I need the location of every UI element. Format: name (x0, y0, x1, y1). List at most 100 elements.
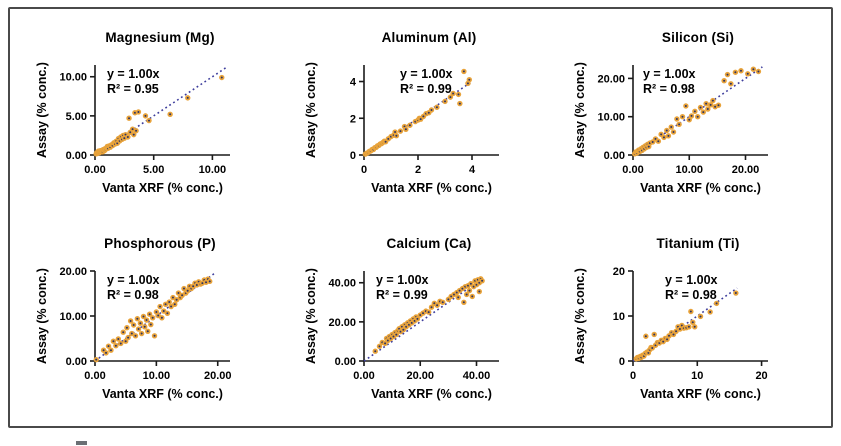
y-tick-label: 0 (619, 356, 625, 368)
subplot-aluminum: Aluminum (Al) 0 2 4 0 2 4 y = 1.00x R² = 0.99 Va… (299, 27, 559, 201)
data-point-center (675, 118, 678, 120)
data-point-center (729, 82, 732, 85)
data-point-center (665, 129, 668, 132)
trend-line (94, 66, 227, 156)
data-point-center (132, 324, 135, 326)
data-point-center (457, 93, 460, 96)
data-point-center (107, 345, 110, 348)
data-point-center (137, 328, 140, 331)
chart-canvas-calcium: 0.00 20.00 40.00 0.00 20.00 40.00 y = 1.00xR² … (304, 268, 499, 401)
figure-frame: Magnesium (Mg) 0.00 5.00 10.00 0.00 5.00 10.0… (8, 7, 833, 428)
y-tick-label: 2 (350, 113, 356, 125)
data-point-center (177, 292, 180, 295)
data-point-center (709, 310, 712, 313)
data-point-center (186, 289, 189, 292)
data-point-center (706, 108, 709, 111)
x-tick-label: 20.00 (204, 370, 232, 382)
data-point-center (734, 71, 737, 74)
y-axis-title: Assay (% conc.) (573, 268, 587, 364)
data-point-center (123, 137, 126, 140)
data-point-center (143, 325, 146, 328)
data-point-center (455, 291, 458, 294)
data-point-center (647, 351, 650, 354)
data-point-center (128, 117, 131, 120)
subplot-titanium: Titanium (Ti) 0 10 20 0 10 20 y = 1.00x R² = 0.… (568, 233, 828, 407)
x-tick-label: 4 (469, 164, 476, 176)
data-point-center (714, 105, 717, 108)
data-point-center (450, 295, 453, 298)
data-point-center (467, 284, 470, 287)
chart-title-calcium: Calcium (Ca) (386, 236, 472, 251)
data-point-center (678, 123, 681, 126)
data-point-center (422, 312, 425, 315)
data-point-center (688, 118, 691, 121)
data-point-center (145, 319, 148, 322)
subplot-calcium: Calcium (Ca) 0.00 20.00 40.00 0.00 20.00 40.0… (299, 233, 559, 407)
data-point-center (662, 340, 665, 343)
x-tick-label: 20 (755, 370, 767, 382)
data-point-center (386, 339, 389, 342)
y-tick-label: 0.00 (604, 150, 625, 162)
equation-label: y = 1.00x (643, 67, 696, 81)
data-point-center (129, 319, 132, 322)
x-tick-label: 0 (630, 370, 636, 382)
data-point-center (144, 114, 147, 117)
data-point-center (136, 317, 139, 320)
data-point-center (195, 283, 198, 286)
data-point-center (651, 346, 654, 349)
data-point-center (693, 325, 696, 328)
data-point-center (726, 73, 729, 76)
data-point-center (666, 338, 669, 341)
data-point-center (413, 319, 416, 322)
data-point-center (402, 328, 405, 331)
data-point-center (472, 285, 475, 288)
chart-title-phosphorous: Phosphorous (P) (104, 236, 216, 251)
chart-canvas-phosphorous: 0.00 10.00 20.00 0.00 10.00 20.00 y = 1.00xR² … (35, 266, 232, 401)
data-point-center (468, 289, 471, 292)
cropped-caption-fragment (76, 441, 87, 445)
data-point-center (647, 145, 650, 148)
data-point-center (444, 100, 446, 103)
data-point-center (684, 104, 687, 107)
data-point-center (142, 315, 145, 318)
y-axis-title: Assay (% conc.) (304, 268, 318, 364)
data-point-center (171, 296, 174, 299)
data-point-center (462, 70, 465, 73)
data-point-center (166, 312, 169, 315)
y-tick-label: 40.00 (328, 278, 356, 290)
data-point-center (114, 344, 117, 347)
x-tick-label: 10.00 (199, 164, 227, 176)
data-point-center (170, 305, 173, 308)
data-point-center (705, 102, 708, 105)
x-axis-title: Vanta XRF (% conc.) (371, 181, 492, 195)
r-squared-label: R² = 0.95 (107, 82, 159, 96)
data-point-center (153, 334, 156, 337)
data-point-center (148, 119, 150, 122)
data-point-center (399, 130, 402, 133)
data-point-center (146, 330, 149, 333)
data-point-center (644, 335, 647, 338)
data-point-center (651, 140, 654, 143)
data-point-center (717, 104, 720, 107)
y-tick-label: 10.00 (597, 112, 625, 124)
x-tick-label: 40.00 (463, 370, 491, 382)
trend-line (363, 277, 484, 362)
data-point-center (469, 282, 472, 285)
data-point-center (746, 72, 749, 75)
chart-title-magnesium: Magnesium (Mg) (105, 30, 215, 45)
data-point-center (133, 111, 136, 114)
data-point-center (709, 103, 712, 106)
equation-label: y = 1.00x (107, 67, 160, 81)
data-point-center (384, 342, 387, 345)
data-point-center (140, 332, 143, 335)
data-point-center (169, 113, 172, 116)
subplot-phosphorous: Phosphorous (P) 0.00 10.00 20.00 0.00 10.00 2… (30, 233, 290, 407)
r-squared-label: R² = 0.98 (665, 288, 717, 302)
data-point-center (399, 330, 402, 333)
x-axis-title: Vanta XRF (% conc.) (640, 181, 761, 195)
data-point-center (427, 111, 430, 114)
data-point-center (122, 331, 125, 334)
data-point-center (378, 345, 381, 348)
